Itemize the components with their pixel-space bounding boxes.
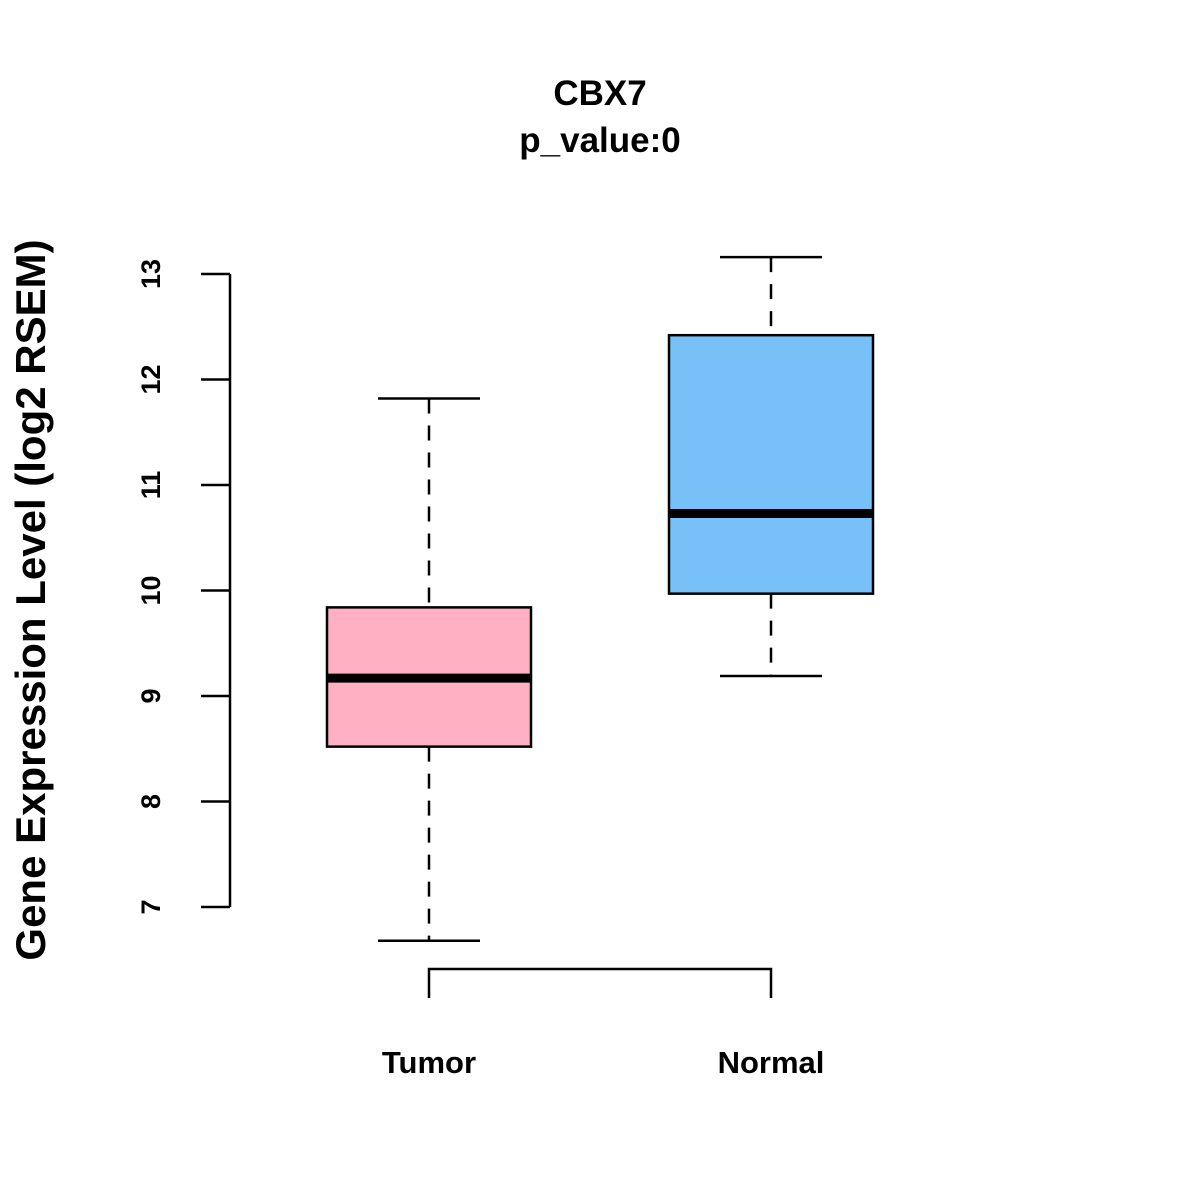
comparison-bracket bbox=[427, 967, 773, 998]
y-tick-label: 10 bbox=[136, 575, 166, 605]
x-category-label: Tumor bbox=[382, 1045, 476, 1080]
y-tick-label: 11 bbox=[136, 471, 166, 500]
x-axis-labels: Tumor Normal bbox=[382, 1045, 824, 1080]
y-tick-label: 7 bbox=[136, 899, 166, 914]
box-group-normal bbox=[667, 255, 875, 678]
y-tick-label: 9 bbox=[136, 688, 166, 703]
y-tick-label: 12 bbox=[136, 364, 166, 394]
chart-subtitle: p_value:0 bbox=[519, 121, 680, 160]
x-category-label: Normal bbox=[718, 1045, 825, 1080]
boxes-layer bbox=[325, 255, 875, 943]
y-axis-label: Gene Expression Level (log2 RSEM) bbox=[7, 239, 54, 960]
box-group-tumor bbox=[325, 397, 533, 943]
y-tick-label: 8 bbox=[136, 794, 166, 809]
chart-title: CBX7 bbox=[553, 74, 646, 113]
iqr-box bbox=[667, 333, 875, 595]
y-tick-label: 13 bbox=[136, 259, 166, 289]
bracket-line bbox=[427, 967, 773, 998]
y-axis: 7 8 9 10 11 12 13 bbox=[136, 259, 232, 915]
